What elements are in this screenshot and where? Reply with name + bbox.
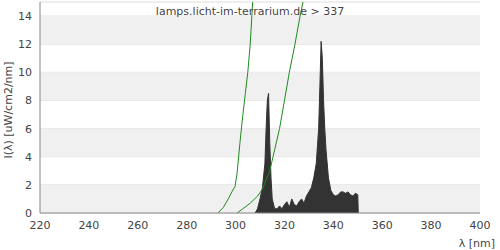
- svg-text:360: 360: [372, 219, 393, 232]
- svg-text:I(λ) [uW/cm2/nm]: I(λ) [uW/cm2/nm]: [8, 61, 15, 158]
- svg-text:λ [nm]: λ [nm]: [459, 237, 492, 250]
- svg-text:2: 2: [25, 179, 32, 192]
- svg-text:260: 260: [127, 219, 148, 232]
- svg-text:10: 10: [18, 66, 32, 79]
- svg-text:340: 340: [323, 219, 344, 232]
- svg-text:6: 6: [25, 123, 32, 136]
- svg-text:8: 8: [25, 94, 32, 107]
- svg-text:220: 220: [30, 219, 51, 232]
- svg-text:300: 300: [225, 219, 246, 232]
- svg-text:4: 4: [25, 151, 32, 164]
- svg-text:380: 380: [421, 219, 442, 232]
- svg-text:320: 320: [274, 219, 295, 232]
- svg-text:400: 400: [470, 219, 491, 232]
- svg-text:0: 0: [25, 207, 32, 220]
- svg-text:240: 240: [78, 219, 99, 232]
- svg-text:lamps.licht-im-terrarium.de >: lamps.licht-im-terrarium.de > 337: [156, 5, 344, 18]
- svg-text:14: 14: [18, 10, 32, 23]
- svg-text:280: 280: [176, 219, 197, 232]
- svg-text:12: 12: [18, 38, 32, 51]
